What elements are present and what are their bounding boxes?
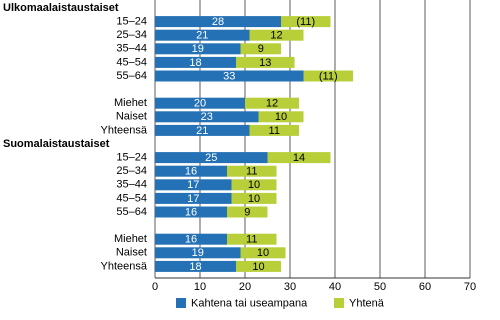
bar-segment [155, 16, 281, 28]
bar-segment [249, 29, 304, 41]
bar-segment [227, 206, 268, 218]
value-label: 17 [187, 179, 199, 191]
value-label: 13 [259, 57, 271, 69]
x-tick-label: 20 [239, 281, 251, 293]
bar-segment [155, 97, 245, 109]
bar-segment [155, 247, 241, 259]
bar-segment [236, 260, 281, 272]
value-label: 18 [189, 57, 201, 69]
y-tick-label: Miehet [114, 233, 147, 245]
bar-segment [155, 70, 304, 82]
group-header: Ulkomaalaistaustaiset [3, 2, 119, 14]
bar-segment [155, 152, 268, 164]
y-tick-label: Miehet [114, 97, 147, 109]
value-label: 16 [185, 206, 197, 218]
bar-segment [240, 247, 286, 259]
bar-segment [236, 56, 295, 68]
y-tick-label: Yhteensä [101, 260, 148, 272]
bar-segment [155, 29, 250, 41]
bar-segment [155, 192, 232, 204]
y-tick-label: 25–34 [116, 29, 147, 41]
value-label: 10 [248, 179, 260, 191]
y-tick-label: Naiset [116, 111, 147, 123]
value-label: 21 [196, 125, 208, 137]
bar-segment [227, 233, 277, 245]
value-label: 14 [293, 152, 305, 164]
value-label: 19 [192, 43, 204, 55]
y-tick-label: Naiset [116, 247, 147, 259]
value-label: (11) [319, 70, 338, 82]
y-tick-label: 35–44 [116, 43, 147, 55]
x-tick-label: 30 [284, 281, 296, 293]
value-label: 28 [212, 16, 224, 28]
value-label: 18 [189, 261, 201, 273]
value-label: 33 [223, 70, 235, 82]
y-tick-label: 55–64 [116, 206, 147, 218]
value-label: 9 [244, 206, 250, 218]
bar-segment [281, 16, 331, 28]
bar-segment [258, 111, 304, 123]
value-label: 12 [270, 30, 282, 42]
bar-segment [155, 206, 227, 218]
bar-segment [155, 179, 232, 191]
value-label: 11 [269, 125, 280, 137]
y-tick-label: 45–54 [116, 192, 147, 204]
legend-label: Kahtena tai useampana [191, 297, 308, 309]
bar-segment [240, 43, 281, 55]
bar-segment [155, 233, 227, 245]
legend-swatch [176, 298, 186, 308]
legend-swatch [334, 298, 344, 308]
x-tick-label: 10 [194, 281, 206, 293]
value-label: 23 [201, 111, 213, 123]
value-label: (11) [296, 16, 315, 28]
bar-segment [155, 165, 227, 177]
value-label: 19 [192, 247, 204, 259]
value-label: 25 [205, 152, 217, 164]
bar-segment [227, 165, 277, 177]
y-tick-label: 15–24 [116, 152, 147, 164]
bar-segment [231, 192, 277, 204]
x-tick-label: 60 [419, 281, 431, 293]
value-label: 17 [187, 193, 199, 205]
x-tick-label: 40 [329, 281, 341, 293]
y-tick-label: 35–44 [116, 179, 147, 191]
bar-segment [245, 97, 299, 109]
bar-segment [155, 111, 259, 123]
x-tick-label: 70 [464, 281, 476, 293]
group-header: Suomalaistaustaiset [3, 138, 110, 150]
value-label: 16 [185, 166, 197, 178]
bar-segment [303, 70, 353, 82]
value-label: 21 [196, 30, 208, 42]
value-label: 10 [248, 193, 260, 205]
value-label: 9 [258, 43, 264, 55]
bar-segment [249, 124, 299, 136]
value-label: 16 [185, 234, 197, 246]
value-label: 11 [246, 234, 257, 246]
value-label: 10 [275, 111, 287, 123]
value-label: 12 [266, 98, 278, 110]
bar-segment [155, 43, 241, 55]
x-tick-label: 50 [374, 281, 386, 293]
y-tick-label: 15–24 [116, 16, 147, 28]
x-tick-label: 0 [152, 281, 158, 293]
y-tick-label: 55–64 [116, 70, 147, 82]
value-label: 11 [246, 166, 257, 178]
value-label: 20 [194, 98, 206, 110]
bar-segment [155, 260, 236, 272]
value-label: 10 [257, 247, 269, 259]
bar-segment [267, 152, 331, 164]
bar-segment [155, 56, 236, 68]
bar-segment [231, 179, 277, 191]
value-label: 10 [252, 261, 264, 273]
y-tick-label: Yhteensä [101, 124, 148, 136]
y-tick-label: 25–34 [116, 165, 147, 177]
legend-label: Yhtenä [349, 297, 385, 309]
y-tick-label: 45–54 [116, 56, 147, 68]
bar-segment [155, 124, 250, 136]
